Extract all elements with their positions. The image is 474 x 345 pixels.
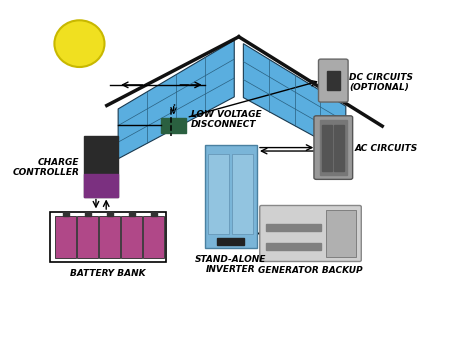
- Bar: [100, 216, 120, 258]
- Bar: [322, 125, 332, 171]
- Bar: [266, 224, 321, 231]
- Bar: [84, 136, 118, 197]
- Bar: [107, 212, 113, 216]
- Bar: [205, 145, 257, 248]
- FancyBboxPatch shape: [319, 59, 348, 102]
- Text: BATTERY BANK: BATTERY BANK: [70, 269, 146, 278]
- Bar: [55, 216, 76, 258]
- Bar: [85, 212, 91, 216]
- Text: LOW VOLTAGE
DISCONNECT: LOW VOLTAGE DISCONNECT: [191, 110, 262, 129]
- Bar: [208, 154, 229, 234]
- Text: STAND-ALONE
INVERTER: STAND-ALONE INVERTER: [195, 255, 266, 274]
- Bar: [84, 174, 118, 197]
- Ellipse shape: [55, 20, 104, 67]
- Bar: [151, 212, 157, 216]
- Text: AC CIRCUITS: AC CIRCUITS: [355, 144, 418, 153]
- Text: CHARGE
CONTROLLER: CHARGE CONTROLLER: [13, 158, 80, 177]
- Polygon shape: [118, 40, 234, 159]
- FancyBboxPatch shape: [314, 116, 353, 179]
- Bar: [162, 118, 186, 133]
- Polygon shape: [243, 44, 346, 154]
- Bar: [266, 243, 321, 250]
- Bar: [144, 216, 164, 258]
- Bar: [334, 125, 345, 171]
- Bar: [327, 210, 356, 257]
- Bar: [63, 212, 69, 216]
- Bar: [121, 216, 142, 258]
- Bar: [232, 154, 253, 234]
- Bar: [320, 120, 346, 175]
- Text: GENERATOR BACKUP: GENERATOR BACKUP: [258, 266, 363, 275]
- Bar: [327, 71, 339, 90]
- Bar: [77, 216, 98, 258]
- Bar: [129, 212, 135, 216]
- Bar: [50, 212, 166, 262]
- Text: DC CIRCUITS
(OPTIONAL): DC CIRCUITS (OPTIONAL): [349, 73, 413, 92]
- Bar: [218, 238, 244, 245]
- FancyBboxPatch shape: [260, 206, 361, 262]
